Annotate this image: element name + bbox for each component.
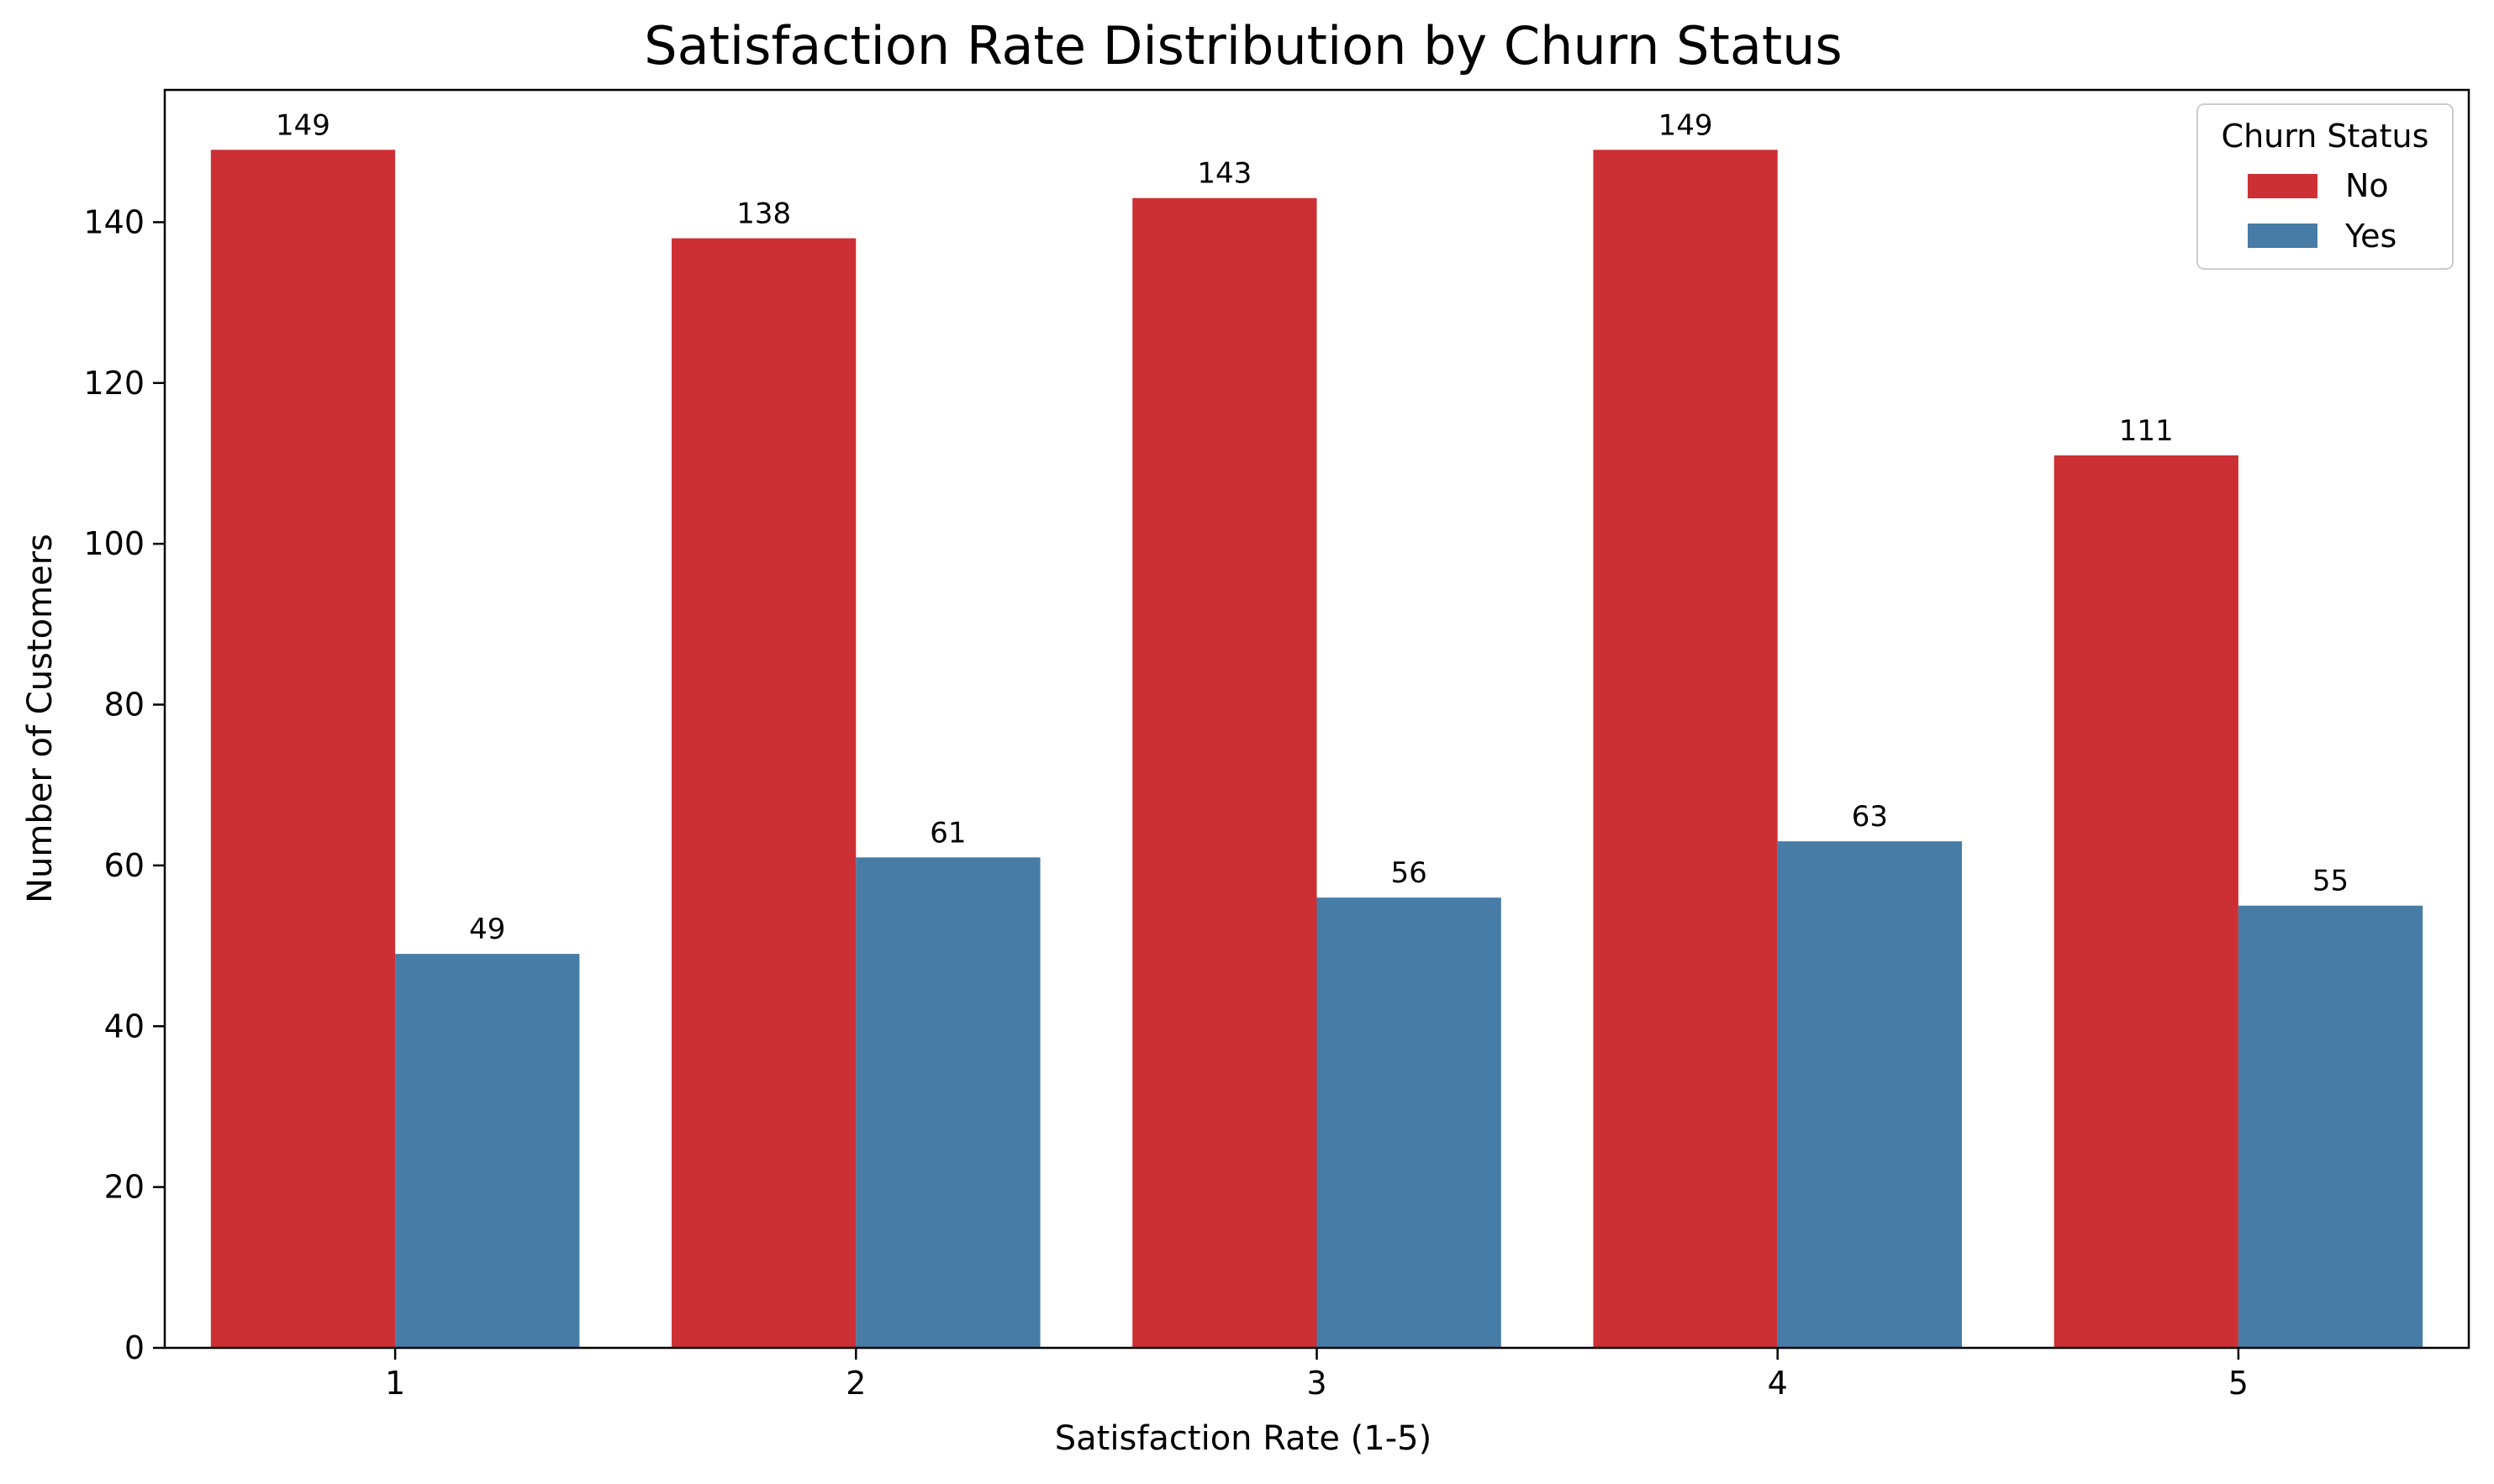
- x-axis-label: Satisfaction Rate (1-5): [1055, 1419, 1432, 1458]
- y-tick-label-80: 80: [104, 687, 145, 724]
- plot-frame: [163, 88, 2470, 1350]
- x-tick-label-2: 2: [846, 1365, 866, 1402]
- x-tick-label-3: 3: [1306, 1365, 1326, 1402]
- bar-yes-3: [1316, 897, 1501, 1348]
- y-tick-label-20: 20: [104, 1169, 145, 1206]
- bar-yes-4: [1777, 841, 1962, 1348]
- data-label-yes-5: 55: [2312, 865, 2349, 898]
- bar-no-4: [1593, 150, 1778, 1348]
- y-tick-label-140: 140: [83, 203, 145, 240]
- bar-yes-5: [2238, 905, 2423, 1348]
- bar-yes-1: [395, 954, 580, 1348]
- x-axis: 1 2 3 4 5: [385, 1348, 2249, 1402]
- y-tick-label-60: 60: [104, 847, 145, 884]
- bars-layer: [210, 150, 2423, 1349]
- bar-no-5: [2054, 455, 2238, 1349]
- y-axis: 0 20 40 60 80 100 120 140: [83, 203, 165, 1366]
- legend: Churn Status No Yes: [2196, 103, 2454, 270]
- bar-no-2: [672, 238, 857, 1348]
- data-label-no-1: 149: [276, 108, 330, 142]
- data-label-yes-4: 63: [1852, 800, 1888, 834]
- x-tick-label-1: 1: [385, 1365, 405, 1402]
- data-label-no-5: 111: [2119, 414, 2174, 448]
- bar-no-1: [210, 150, 396, 1348]
- data-label-yes-2: 61: [930, 816, 966, 850]
- bar-yes-2: [856, 857, 1041, 1348]
- y-tick-label-40: 40: [104, 1008, 145, 1045]
- data-label-yes-1: 49: [469, 913, 505, 946]
- chart-title: Satisfaction Rate Distribution by Churn …: [644, 15, 1842, 76]
- legend-label-no: No: [2345, 167, 2389, 204]
- legend-title: Churn Status: [2222, 118, 2429, 155]
- y-axis-label: Number of Customers: [21, 534, 60, 903]
- data-label-no-3: 143: [1197, 157, 1252, 191]
- legend-swatch-yes: [2248, 224, 2317, 248]
- y-tick-label-120: 120: [83, 365, 145, 402]
- y-tick-label-100: 100: [83, 525, 145, 562]
- data-label-no-4: 149: [1658, 108, 1713, 142]
- x-tick-label-5: 5: [2228, 1365, 2249, 1402]
- data-labels-layer: 149 138 143 149 111 49 61 56 63 55: [276, 108, 2349, 946]
- data-label-no-2: 138: [736, 197, 791, 231]
- y-tick-label-0: 0: [124, 1329, 145, 1366]
- data-label-yes-3: 56: [1391, 856, 1427, 890]
- x-tick-label-4: 4: [1768, 1365, 1788, 1402]
- legend-label-yes: Yes: [2344, 218, 2396, 255]
- legend-swatch-no: [2248, 174, 2317, 198]
- bar-no-3: [1132, 197, 1317, 1348]
